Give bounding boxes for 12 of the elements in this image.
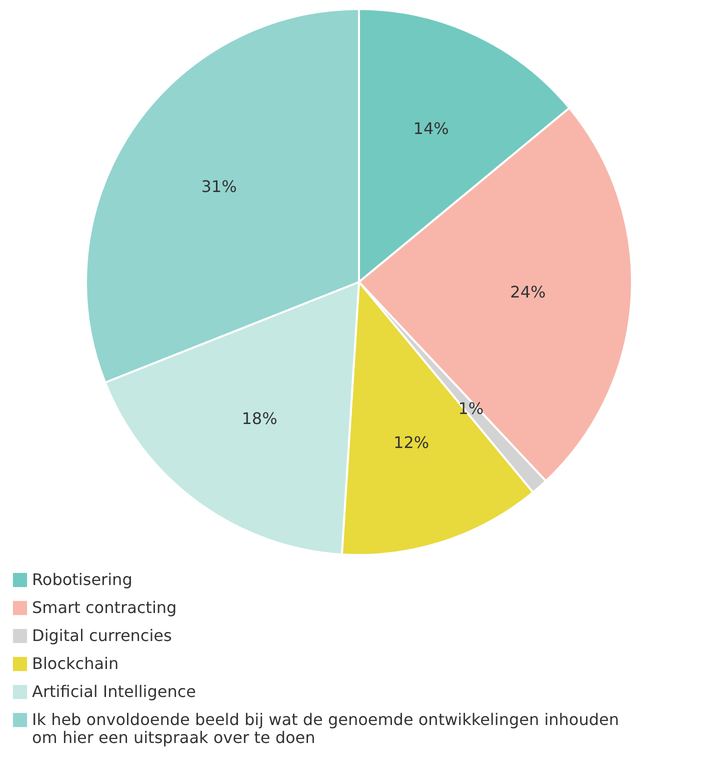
legend-label: Blockchain bbox=[32, 654, 119, 673]
data-label: 31% bbox=[201, 176, 237, 196]
data-label: 12% bbox=[394, 432, 430, 452]
data-label: 24% bbox=[510, 282, 546, 302]
legend-label: Ik heb onvoldoende beeld bij wat de genoemde ontwikkelingen inhouden om hier een uitspraak over te doen bbox=[32, 710, 619, 747]
data-label: 18% bbox=[242, 408, 278, 428]
legend-label: Smart contracting bbox=[32, 598, 177, 617]
legend-label: Digital currencies bbox=[32, 626, 172, 645]
data-label: 1% bbox=[458, 398, 484, 418]
legend-label: Robotisering bbox=[32, 570, 132, 589]
data-label: 14% bbox=[413, 118, 449, 138]
legend-label: Artificial Intelligence bbox=[32, 682, 196, 701]
